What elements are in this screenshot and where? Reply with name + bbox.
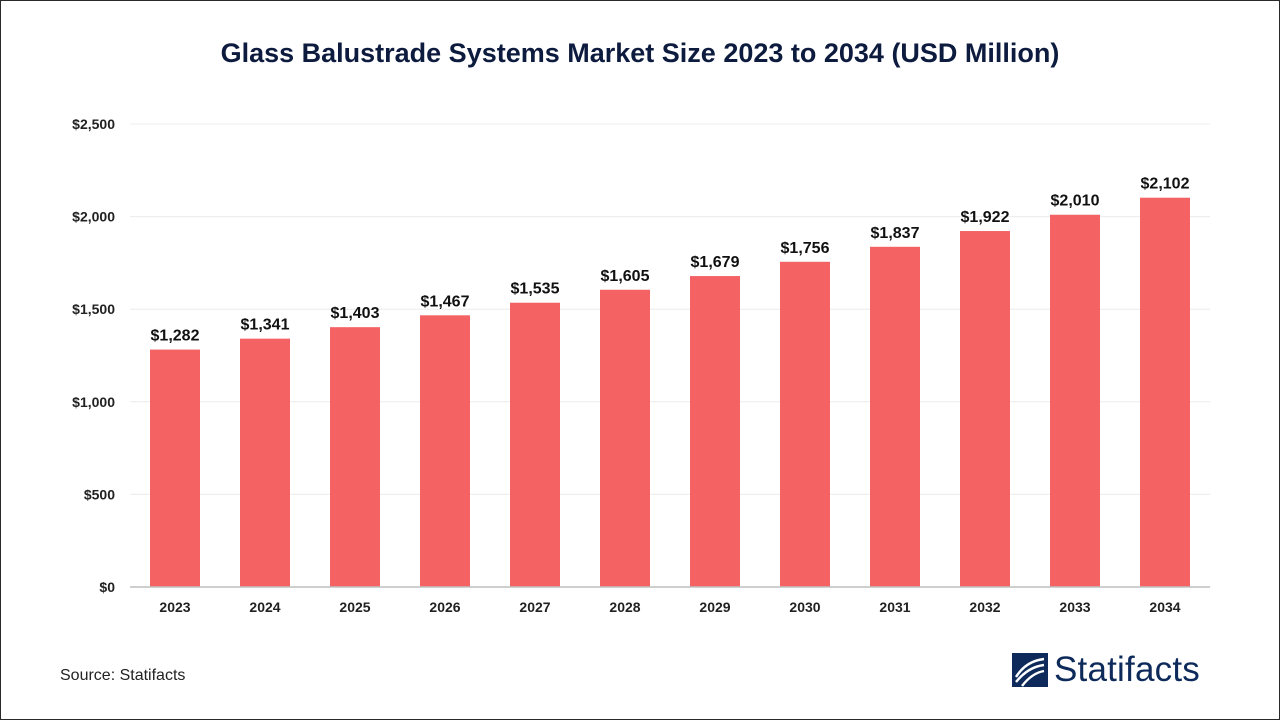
x-tick-label: 2033 bbox=[1059, 599, 1090, 615]
bar bbox=[600, 289, 650, 587]
bar bbox=[240, 338, 290, 587]
brand-name: Statifacts bbox=[1054, 650, 1200, 689]
x-tick-label: 2031 bbox=[879, 599, 910, 615]
x-tick-label: 2026 bbox=[429, 599, 460, 615]
x-tick-label: 2030 bbox=[789, 599, 820, 615]
data-label: $1,467 bbox=[421, 293, 470, 310]
data-label: $1,922 bbox=[961, 209, 1010, 226]
data-label: $1,837 bbox=[871, 225, 920, 242]
bar bbox=[1050, 214, 1100, 588]
brand-logo: Statifacts bbox=[1012, 650, 1200, 690]
bar bbox=[150, 349, 200, 587]
x-tick-label: 2034 bbox=[1149, 599, 1180, 615]
x-tick-label: 2027 bbox=[519, 599, 550, 615]
data-label: $1,756 bbox=[781, 240, 830, 257]
x-tick-label: 2032 bbox=[969, 599, 1000, 615]
x-tick-label: 2029 bbox=[699, 599, 730, 615]
data-label: $1,282 bbox=[151, 328, 200, 345]
y-tick-label: $2,500 bbox=[72, 116, 115, 132]
bar bbox=[420, 315, 470, 587]
chart-title: Glass Balustrade Systems Market Size 202… bbox=[220, 38, 1060, 68]
bar bbox=[870, 246, 920, 587]
bar bbox=[780, 261, 830, 587]
y-tick-label: $1,000 bbox=[72, 394, 115, 410]
x-tick-label: 2024 bbox=[249, 599, 280, 615]
bar bbox=[960, 231, 1010, 587]
x-tick-label: 2028 bbox=[609, 599, 640, 615]
bar bbox=[1140, 197, 1190, 587]
y-tick-label: $2,000 bbox=[72, 209, 115, 225]
data-label: $1,679 bbox=[691, 254, 740, 271]
x-tick-label: 2023 bbox=[159, 599, 190, 615]
statifacts-logo-icon bbox=[1012, 653, 1048, 687]
bars bbox=[150, 197, 1190, 588]
y-tick-label: $500 bbox=[84, 486, 115, 502]
data-label: $1,403 bbox=[331, 305, 380, 322]
value-labels: $1,282 $1,341 $1,403 $1,467 $1,535 $1,605 $1,6… bbox=[151, 176, 1190, 345]
data-label: $2,010 bbox=[1051, 193, 1100, 210]
data-label: $2,102 bbox=[1141, 176, 1190, 193]
gridlines bbox=[130, 123, 1210, 495]
bar bbox=[690, 276, 740, 587]
y-tick-label: $1,500 bbox=[72, 301, 115, 317]
bar bbox=[510, 302, 560, 587]
y-tick-label: $0 bbox=[99, 579, 115, 595]
data-label: $1,605 bbox=[601, 268, 650, 285]
source-note: Source: Statifacts bbox=[60, 667, 186, 684]
data-label: $1,341 bbox=[241, 317, 290, 334]
data-label: $1,535 bbox=[511, 281, 560, 298]
x-axis-ticks: 2023 2024 2025 2026 2027 2028 2029 2030 2031 2032… bbox=[159, 599, 1180, 615]
bar bbox=[330, 327, 380, 587]
x-tick-label: 2025 bbox=[339, 599, 370, 615]
y-axis-ticks: $0 $500 $1,000 $1,500 $2,000 $2,500 bbox=[72, 116, 115, 595]
